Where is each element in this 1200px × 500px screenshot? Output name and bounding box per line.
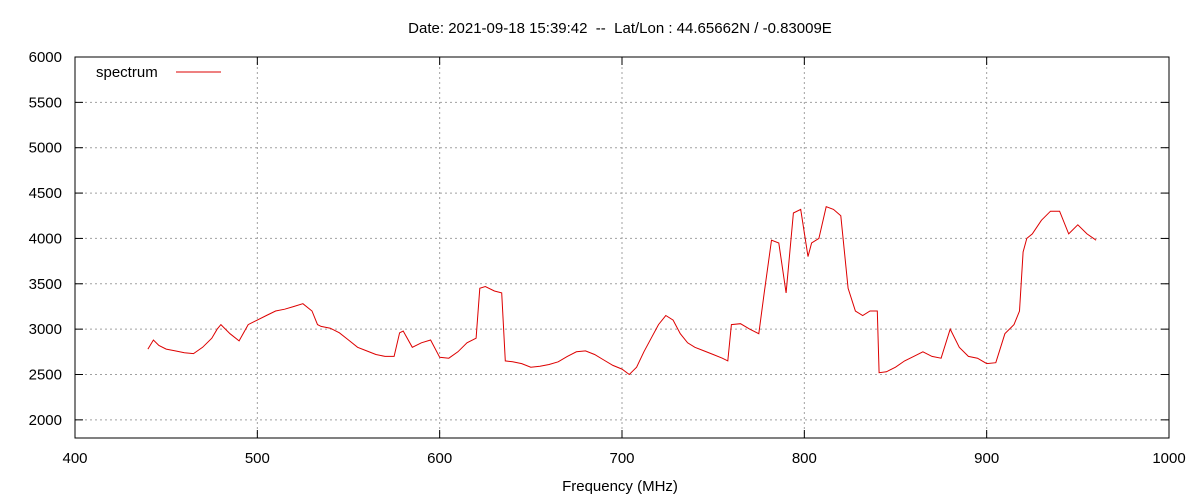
y-tick-label: 3000: [29, 321, 62, 338]
chart-title: Date: 2021-09-18 15:39:42 -- Lat/Lon : 4…: [408, 20, 832, 37]
x-tick-label: 600: [427, 450, 452, 467]
y-tick-labels: 2000 2500 3000 3500 4000 4500 5000 5500 6000: [29, 49, 62, 429]
x-tick-label: 400: [62, 450, 87, 467]
y-tick-label: 2000: [29, 412, 62, 429]
legend: spectrum: [96, 64, 221, 81]
axis-ticks: [74, 56, 1170, 438]
x-tick-label: 1000: [1152, 450, 1185, 467]
y-tick-label: 2500: [29, 367, 62, 384]
x-axis-title: Frequency (MHz): [562, 478, 678, 495]
x-tick-label: 800: [792, 450, 817, 467]
x-tick-label: 900: [974, 450, 999, 467]
y-tick-label: 3500: [29, 276, 62, 293]
x-tick-label: 700: [609, 450, 634, 467]
y-tick-label: 4000: [29, 230, 62, 247]
series-line-spectrum: [147, 206, 1097, 376]
y-tick-label: 5000: [29, 140, 62, 157]
series-layer: [147, 206, 1097, 376]
x-tick-labels: 400 500 600 700 800 900 1000: [62, 450, 1185, 467]
legend-label-spectrum: spectrum: [96, 64, 158, 81]
x-tick-label: 500: [245, 450, 270, 467]
y-tick-label: 6000: [29, 49, 62, 66]
grid-lines: [75, 57, 1169, 438]
y-tick-label: 4500: [29, 185, 62, 202]
y-tick-label: 5500: [29, 94, 62, 111]
